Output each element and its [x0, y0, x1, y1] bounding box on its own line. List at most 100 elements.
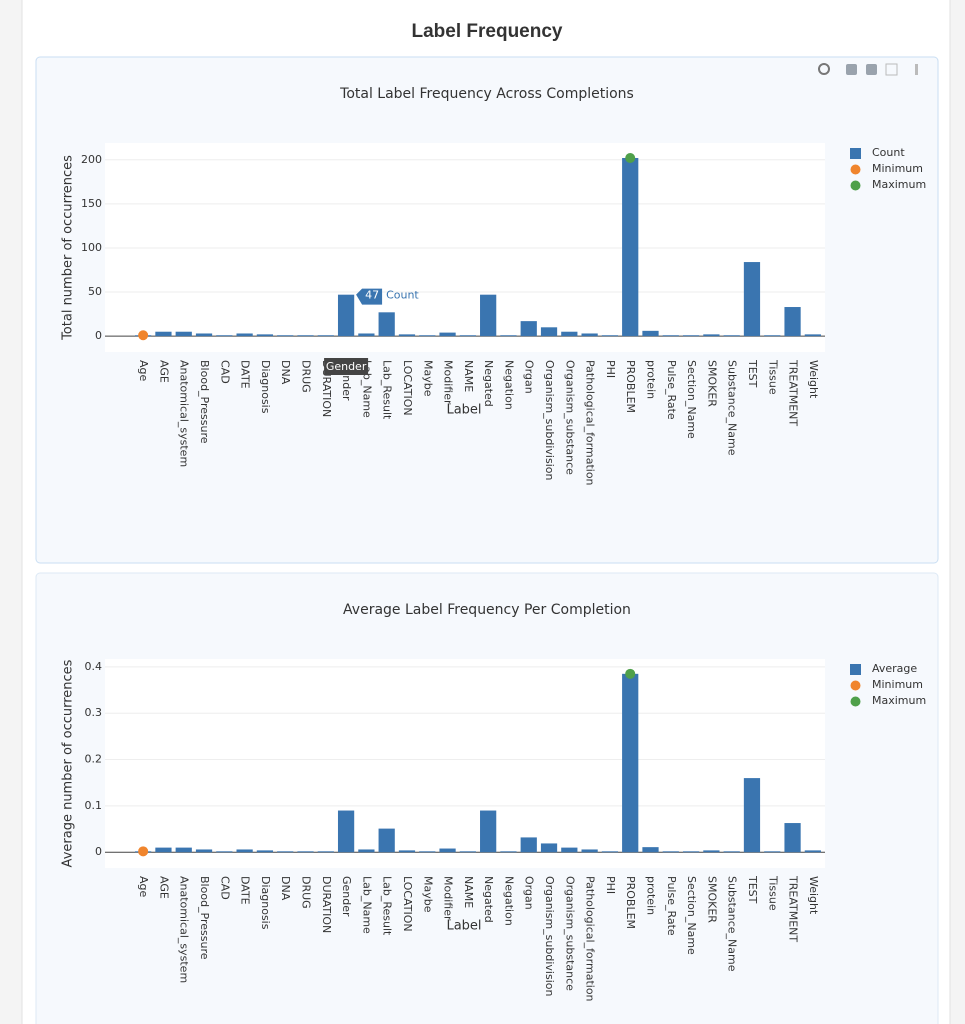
bar [601, 335, 619, 337]
bar [175, 847, 192, 853]
zoom-in-button[interactable] [846, 64, 857, 75]
marker-point [138, 846, 149, 857]
bar [378, 312, 395, 337]
bar [540, 843, 558, 853]
x-tick-label: protein [645, 876, 658, 915]
marker-point [625, 668, 636, 679]
x-tick-label: NAME [462, 876, 475, 908]
x-tick-label: Negated [482, 876, 495, 923]
bar [500, 851, 517, 853]
x-axis-title: Label [446, 403, 481, 418]
tooltip-box [356, 288, 383, 305]
bar [195, 333, 213, 337]
x-tick-label: Maybe [421, 876, 434, 913]
bar [804, 850, 821, 853]
x-tick-label: Anatomical_system [178, 876, 191, 983]
bar [622, 673, 639, 853]
x-tick-label: Diagnosis [259, 876, 272, 930]
bar [459, 335, 476, 337]
x-tick-label: DRUG [300, 876, 313, 909]
zoom-button[interactable] [818, 63, 830, 75]
bar [723, 851, 740, 853]
bar [642, 330, 659, 337]
tooltip-value: 47 [365, 289, 379, 302]
bar [358, 849, 375, 853]
legend-swatch [850, 680, 861, 691]
bar [480, 294, 497, 337]
bar [236, 333, 253, 337]
bar [398, 850, 416, 853]
x-tick-label: Tissue [766, 875, 779, 911]
x-tick-label: LOCATION [401, 360, 414, 416]
y-tick-label: 150 [81, 197, 102, 210]
x-tick-label: DRUG [300, 360, 313, 393]
bar [601, 851, 619, 853]
reset-button[interactable] [915, 64, 918, 75]
bar [459, 851, 476, 853]
x-tick-label: Organism_substance [563, 360, 576, 475]
bar [236, 849, 253, 853]
y-tick-label: 0.3 [85, 706, 103, 719]
bar [317, 851, 334, 853]
x-tick-label: Modifier [442, 360, 455, 405]
x-tick-label: Diagnosis [259, 360, 272, 414]
y-axis-title: Total number of occurrences [61, 155, 76, 341]
x-tick-label: LOCATION [401, 876, 414, 932]
x-tick-label: DATE [239, 360, 252, 389]
bar [804, 334, 821, 337]
tooltip-series: Count [386, 289, 419, 302]
autoscale-button[interactable] [885, 63, 898, 76]
x-tick-label: SMOKER [705, 360, 718, 407]
x-tick-label: Blood_Pressure [198, 360, 211, 444]
zoom-out-button[interactable] [866, 64, 877, 75]
x-tick-label: PHI [604, 360, 617, 378]
x-tick-label: Organ [523, 360, 536, 394]
x-tick-label: Gender [340, 876, 353, 917]
x-tick-label: Tissue [766, 359, 779, 395]
bar [419, 335, 436, 337]
page-title: Label Frequency [412, 21, 563, 42]
legend-label: Count [872, 146, 905, 159]
bar [378, 828, 395, 853]
x-tick-label: DURATION [320, 876, 333, 933]
bar [256, 334, 274, 337]
bar [337, 294, 355, 337]
bar [723, 335, 740, 337]
bar [581, 333, 598, 337]
x-tick-label: Anatomical_system [178, 360, 191, 467]
y-tick-label: 0.2 [85, 753, 103, 766]
x-tick-label: PROBLEM [624, 360, 637, 413]
x-tick-label: protein [645, 360, 658, 399]
bar [317, 335, 334, 337]
bar [439, 332, 456, 337]
x-tick-label: DNA [279, 360, 292, 385]
x-tick-label: Organism_subdivision [543, 360, 556, 480]
bar [561, 331, 578, 337]
x-tick-label: Pulse_Rate [665, 876, 678, 936]
x-tick-label: CAD [218, 876, 231, 900]
legend-swatch [850, 148, 861, 159]
x-tick-label: Negated [482, 360, 495, 407]
x-tick-label: SMOKER [705, 876, 718, 923]
tooltip-category: Gender [326, 360, 367, 373]
y-tick-label: 0 [95, 329, 102, 342]
plot-area [105, 659, 825, 868]
legend-label: Minimum [872, 678, 923, 691]
x-tick-label: PROBLEM [624, 876, 637, 929]
bar [256, 850, 274, 853]
bar [743, 778, 761, 853]
x-tick-label: Maybe [421, 360, 434, 397]
bar [358, 333, 375, 337]
x-tick-label: Lab_Result [381, 360, 394, 420]
bar [195, 849, 213, 853]
tooltip-category-box [324, 358, 369, 375]
bar [155, 331, 172, 337]
x-tick-label: TEST [746, 359, 759, 388]
x-tick-label: Pathological_formation [584, 876, 597, 1002]
bar [337, 810, 355, 853]
toolbar[interactable] [818, 63, 918, 76]
bar [277, 851, 294, 853]
x-tick-label: Age [137, 360, 150, 382]
legend-label: Average [872, 662, 917, 675]
